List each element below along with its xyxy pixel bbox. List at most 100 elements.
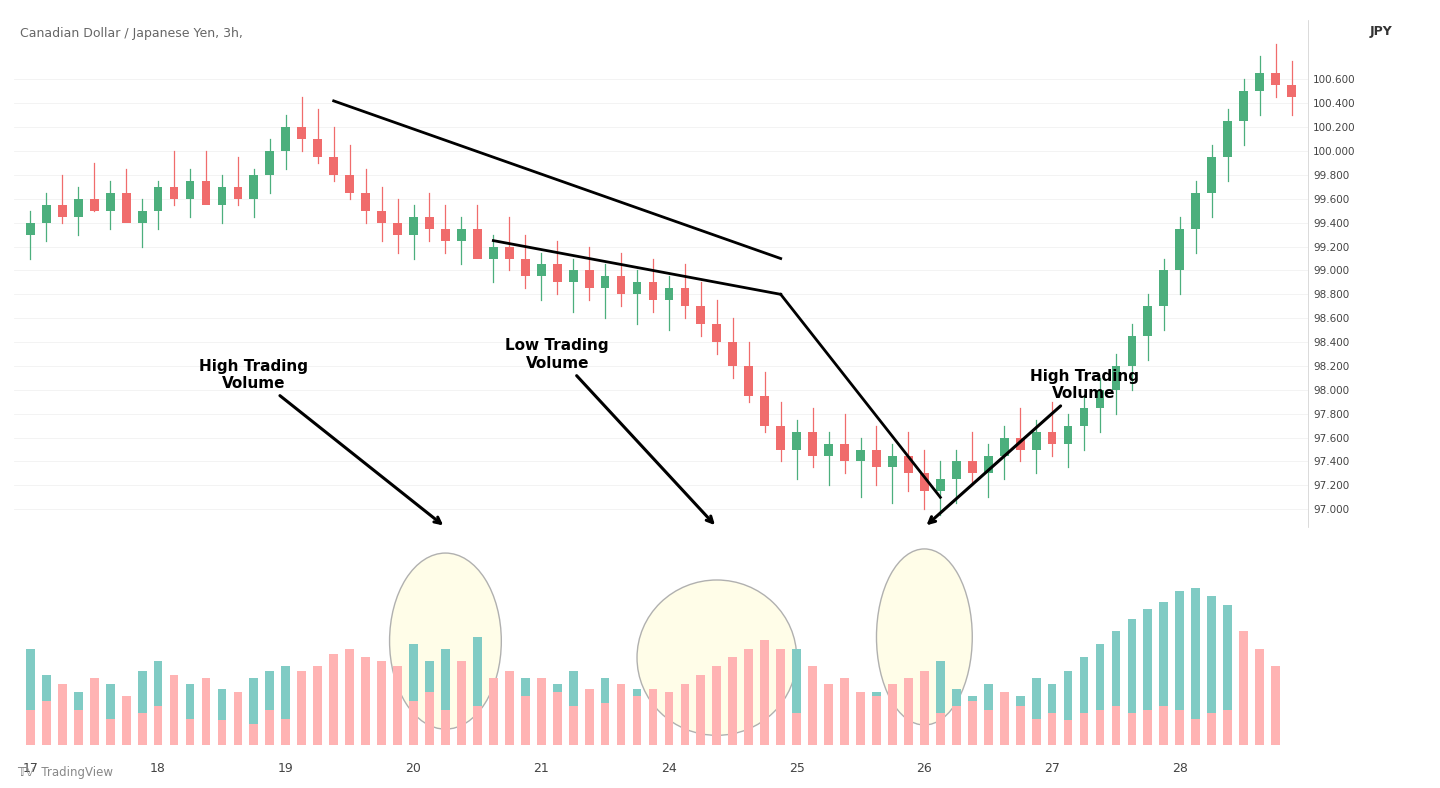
Bar: [26, 223, 35, 235]
Bar: [409, 217, 418, 235]
Bar: [760, 396, 769, 426]
Bar: [26, 710, 35, 745]
Bar: [89, 678, 98, 745]
Bar: [154, 661, 163, 745]
Bar: [521, 696, 530, 745]
Bar: [888, 455, 897, 467]
Bar: [330, 157, 338, 175]
Text: 18: 18: [150, 762, 166, 775]
Text: 17: 17: [23, 762, 39, 775]
Bar: [26, 649, 35, 745]
Bar: [857, 450, 865, 462]
Bar: [1224, 710, 1233, 745]
Bar: [472, 229, 482, 258]
Bar: [105, 684, 115, 745]
Bar: [920, 671, 929, 745]
Bar: [58, 205, 66, 217]
Bar: [920, 713, 929, 745]
Bar: [648, 282, 658, 300]
Bar: [713, 706, 721, 745]
Bar: [808, 706, 816, 745]
Bar: [984, 455, 992, 474]
Bar: [377, 210, 386, 223]
Bar: [729, 342, 737, 366]
Bar: [1048, 684, 1057, 745]
Bar: [729, 719, 737, 745]
Bar: [249, 175, 258, 199]
Bar: [968, 701, 976, 745]
Bar: [265, 151, 274, 175]
Bar: [840, 710, 850, 745]
Text: Canadian Dollar / Japanese Yen, 3h,: Canadian Dollar / Japanese Yen, 3h,: [20, 28, 242, 40]
Bar: [600, 678, 609, 745]
Bar: [537, 696, 546, 745]
Text: 28: 28: [1172, 762, 1188, 775]
Bar: [1112, 631, 1120, 745]
Text: 26: 26: [916, 762, 932, 775]
Bar: [1272, 73, 1280, 85]
Bar: [1191, 719, 1200, 745]
Bar: [441, 229, 449, 240]
Bar: [936, 661, 945, 745]
Bar: [105, 193, 115, 210]
Text: 21: 21: [533, 762, 549, 775]
Bar: [58, 701, 66, 745]
Bar: [585, 693, 593, 745]
Bar: [840, 678, 850, 745]
Bar: [456, 684, 465, 745]
Bar: [744, 713, 753, 745]
Bar: [1159, 270, 1168, 307]
Bar: [42, 205, 50, 223]
Bar: [472, 637, 482, 745]
Bar: [537, 265, 546, 277]
Bar: [1128, 713, 1136, 745]
Bar: [1112, 366, 1120, 390]
Bar: [281, 666, 291, 745]
Bar: [936, 713, 945, 745]
Bar: [952, 462, 960, 479]
Bar: [936, 479, 945, 492]
Bar: [490, 247, 498, 258]
Bar: [776, 649, 785, 745]
Bar: [377, 661, 386, 745]
Bar: [1207, 713, 1217, 745]
Bar: [1064, 426, 1073, 444]
Bar: [1112, 706, 1120, 745]
Text: 27: 27: [1044, 762, 1060, 775]
Bar: [314, 713, 323, 745]
Bar: [920, 474, 929, 492]
Text: JPY: JPY: [1369, 24, 1392, 38]
Bar: [760, 640, 769, 745]
Bar: [425, 661, 433, 745]
Bar: [298, 710, 307, 745]
Bar: [1287, 85, 1296, 97]
Bar: [233, 717, 242, 745]
Bar: [824, 444, 832, 455]
Bar: [585, 270, 593, 288]
Bar: [664, 693, 674, 745]
Bar: [873, 450, 881, 467]
Bar: [873, 696, 881, 745]
Bar: [1256, 649, 1264, 745]
Bar: [249, 678, 258, 745]
Bar: [999, 693, 1008, 745]
Bar: [89, 710, 98, 745]
Bar: [537, 678, 546, 745]
Text: 25: 25: [789, 762, 805, 775]
Bar: [1191, 588, 1200, 745]
Bar: [138, 671, 147, 745]
Bar: [441, 710, 449, 745]
Bar: [1256, 73, 1264, 91]
Bar: [202, 181, 210, 205]
Bar: [521, 678, 530, 745]
Bar: [1224, 121, 1233, 157]
Bar: [346, 175, 354, 193]
Bar: [1240, 631, 1248, 745]
Bar: [1175, 591, 1184, 745]
Bar: [314, 666, 323, 745]
Bar: [1272, 713, 1280, 745]
Bar: [170, 187, 179, 199]
Bar: [425, 693, 433, 745]
Bar: [265, 710, 274, 745]
Bar: [154, 187, 163, 210]
